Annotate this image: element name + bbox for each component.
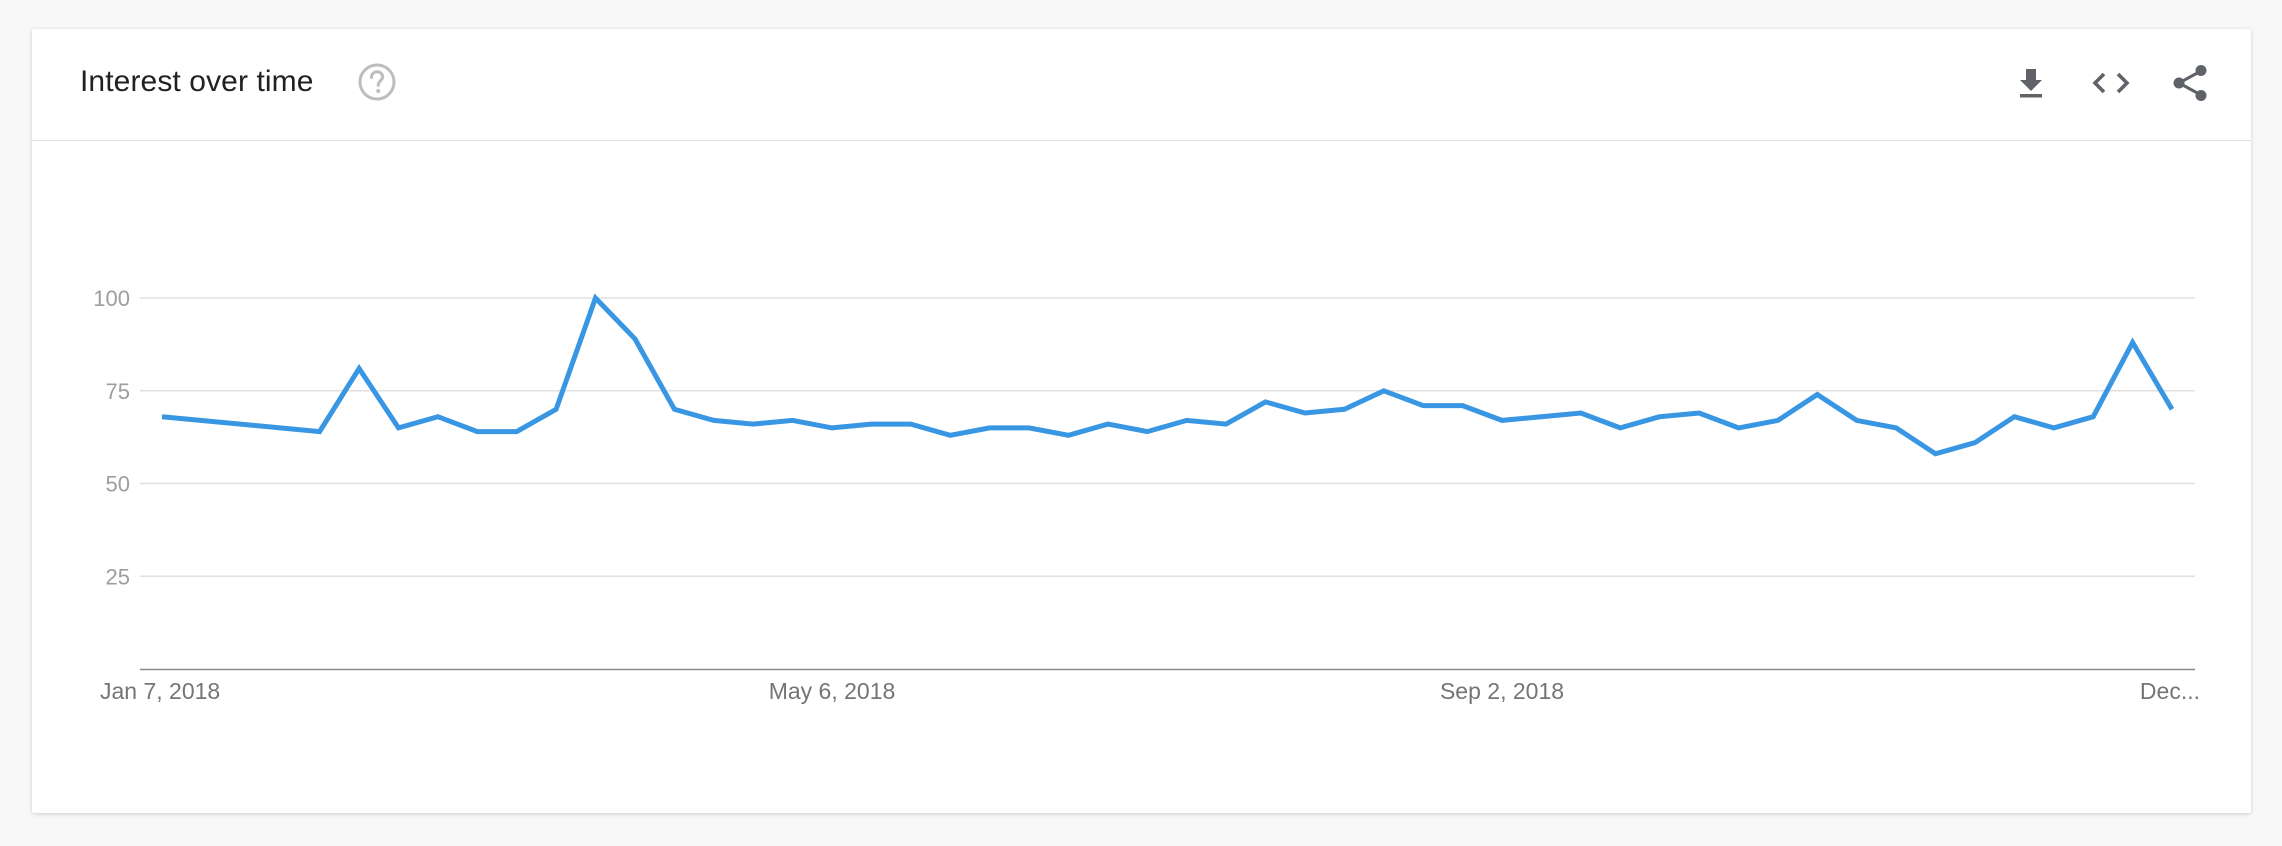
- data-point[interactable]: [1535, 411, 1547, 423]
- data-point[interactable]: [1654, 411, 1666, 423]
- y-axis-ticks: 25 50 75 100: [93, 286, 130, 589]
- data-point[interactable]: [314, 426, 326, 438]
- data-point[interactable]: [1969, 437, 1981, 449]
- data-point[interactable]: [1338, 403, 1350, 415]
- x-axis-ticks: Jan 7, 2018 May 6, 2018 Sep 2, 2018 Dec...: [100, 678, 2200, 704]
- data-point[interactable]: [1299, 407, 1311, 419]
- data-point[interactable]: [1378, 385, 1390, 397]
- data-point[interactable]: [1417, 400, 1429, 412]
- data-point[interactable]: [1102, 418, 1114, 430]
- x-tick-label: Jan 7, 2018: [100, 678, 220, 704]
- data-point[interactable]: [550, 403, 562, 415]
- data-point[interactable]: [905, 418, 917, 430]
- data-point[interactable]: [1457, 400, 1469, 412]
- data-point[interactable]: [2087, 411, 2099, 423]
- data-point[interactable]: [1733, 422, 1745, 434]
- data-point[interactable]: [511, 426, 523, 438]
- data-point[interactable]: [393, 422, 405, 434]
- data-point[interactable]: [1890, 422, 1902, 434]
- y-tick-label: 50: [106, 472, 130, 497]
- data-point[interactable]: [2166, 403, 2178, 415]
- data-point[interactable]: [984, 422, 996, 434]
- data-point[interactable]: [1181, 414, 1193, 426]
- y-tick-label: 75: [106, 379, 130, 404]
- x-tick-label: Dec...: [2140, 678, 2200, 704]
- data-point[interactable]: [1063, 429, 1075, 441]
- help-circle-icon[interactable]: [357, 62, 397, 102]
- data-point[interactable]: [865, 418, 877, 430]
- data-point[interactable]: [2008, 411, 2020, 423]
- data-point[interactable]: [708, 414, 720, 426]
- data-point[interactable]: [1772, 414, 1784, 426]
- data-point[interactable]: [1023, 422, 1035, 434]
- data-point[interactable]: [471, 426, 483, 438]
- data-point[interactable]: [826, 422, 838, 434]
- data-point[interactable]: [2127, 337, 2139, 349]
- embed-button[interactable]: [2089, 61, 2133, 105]
- data-point[interactable]: [2048, 422, 2060, 434]
- y-tick-label: 25: [106, 564, 130, 589]
- data-point[interactable]: [1811, 389, 1823, 401]
- download-icon: [2020, 69, 2042, 98]
- data-point[interactable]: [432, 411, 444, 423]
- data-point[interactable]: [668, 403, 680, 415]
- data-point[interactable]: [747, 418, 759, 430]
- data-point[interactable]: [353, 363, 365, 375]
- code-embed-icon: [2092, 72, 2130, 94]
- gridlines: [140, 297, 2195, 671]
- interest-over-time-card: Interest over time: [32, 29, 2251, 813]
- data-point[interactable]: [629, 333, 641, 345]
- data-point[interactable]: [1851, 414, 1863, 426]
- x-tick-label: May 6, 2018: [769, 678, 896, 704]
- data-point[interactable]: [1575, 407, 1587, 419]
- data-point[interactable]: [1930, 448, 1942, 460]
- series-line[interactable]: [161, 293, 2175, 457]
- data-point[interactable]: [1260, 396, 1272, 408]
- share-button[interactable]: [2169, 61, 2213, 105]
- data-point[interactable]: [156, 411, 168, 423]
- data-point[interactable]: [590, 292, 602, 304]
- data-point[interactable]: [1693, 407, 1705, 419]
- data-point[interactable]: [1220, 418, 1232, 430]
- data-point[interactable]: [1614, 422, 1626, 434]
- data-point[interactable]: [1141, 426, 1153, 438]
- card-header: Interest over time: [32, 29, 2251, 141]
- y-tick-label: 100: [93, 286, 130, 311]
- x-tick-label: Sep 2, 2018: [1440, 678, 1564, 704]
- download-button[interactable]: [2009, 61, 2053, 105]
- data-point[interactable]: [944, 429, 956, 441]
- data-point[interactable]: [1496, 414, 1508, 426]
- data-point[interactable]: [787, 414, 799, 426]
- interest-line-chart: 25 50 75 100 Jan 7, 2018 May 6, 2018 Sep 2, 2…: [93, 286, 2200, 704]
- series-layer: [156, 292, 2178, 460]
- card-title: Interest over time: [80, 65, 314, 98]
- share-icon: [2173, 65, 2207, 101]
